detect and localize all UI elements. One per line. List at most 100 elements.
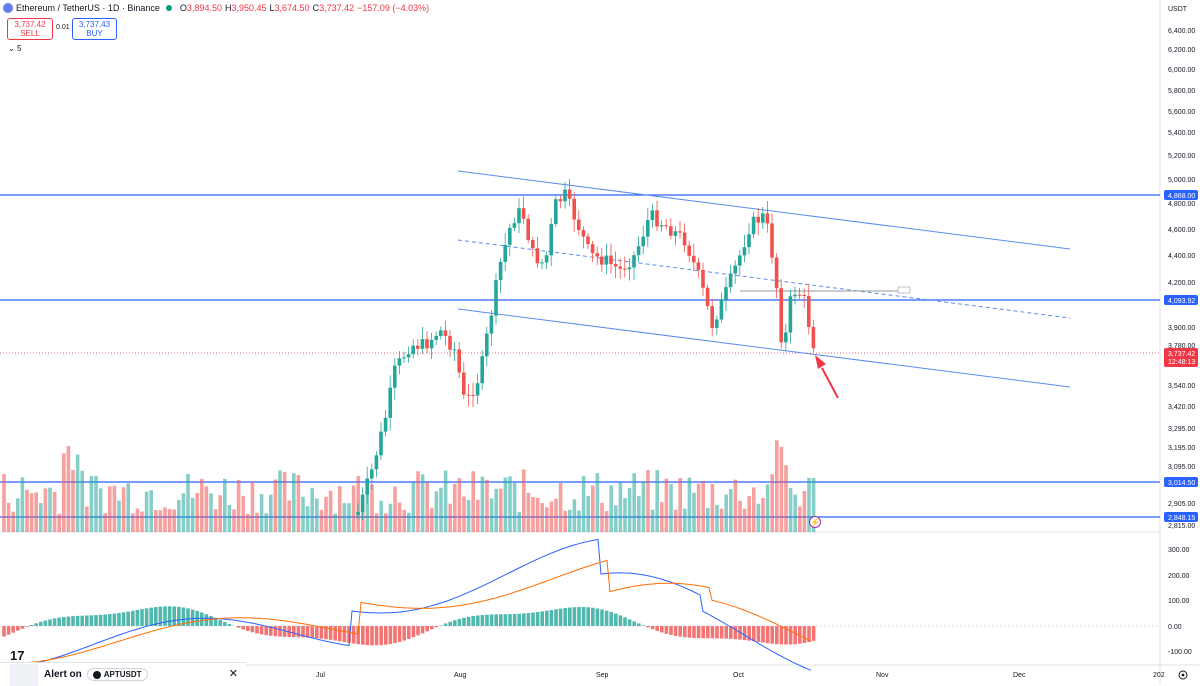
candle[interactable]	[411, 339, 415, 358]
candle[interactable]	[600, 248, 604, 272]
candle[interactable]	[421, 327, 425, 354]
candle[interactable]	[375, 452, 379, 478]
candle[interactable]	[798, 288, 802, 299]
candle[interactable]	[591, 241, 595, 262]
candle[interactable]	[425, 331, 429, 353]
time-axis[interactable]: Jul Aug Sep Oct Nov Dec 202	[316, 672, 1165, 679]
candle[interactable]	[444, 321, 448, 346]
candle[interactable]	[563, 182, 567, 209]
candle[interactable]	[766, 201, 770, 232]
candle[interactable]	[664, 219, 668, 229]
candle[interactable]	[660, 221, 664, 232]
candle[interactable]	[480, 350, 484, 390]
candle[interactable]	[398, 351, 402, 374]
candle[interactable]	[793, 286, 797, 304]
candle[interactable]	[779, 279, 783, 349]
candle[interactable]	[752, 212, 756, 239]
candle[interactable]	[407, 347, 411, 363]
candle[interactable]	[687, 241, 691, 263]
candle[interactable]	[517, 198, 521, 233]
candle[interactable]	[614, 251, 618, 278]
candle[interactable]	[549, 218, 553, 266]
candle[interactable]	[508, 224, 512, 256]
candlesticks[interactable]	[356, 179, 815, 520]
candle[interactable]	[393, 358, 397, 400]
candle[interactable]	[554, 194, 558, 227]
candle[interactable]	[655, 201, 659, 231]
candle[interactable]	[692, 244, 696, 271]
candle[interactable]	[586, 233, 590, 249]
candle[interactable]	[476, 374, 480, 404]
candle[interactable]	[697, 258, 701, 278]
candle[interactable]	[756, 208, 760, 235]
candle[interactable]	[462, 362, 466, 399]
candle[interactable]	[812, 320, 816, 353]
candle[interactable]	[646, 208, 650, 247]
buy-button[interactable]: 3,737.43 BUY	[72, 18, 117, 40]
candle[interactable]	[733, 260, 737, 283]
candle[interactable]	[572, 192, 576, 232]
candle[interactable]	[439, 326, 443, 339]
candle[interactable]	[485, 327, 489, 366]
candle[interactable]	[669, 218, 673, 239]
candle[interactable]	[789, 289, 793, 343]
candle[interactable]	[775, 253, 779, 298]
candle[interactable]	[674, 226, 678, 245]
candle[interactable]	[503, 233, 507, 271]
candle[interactable]	[494, 274, 498, 325]
candle[interactable]	[724, 277, 728, 311]
candle[interactable]	[545, 252, 549, 269]
candle[interactable]	[720, 293, 724, 323]
candle[interactable]	[701, 263, 705, 296]
candle[interactable]	[536, 237, 540, 268]
candle[interactable]	[743, 235, 747, 263]
candle[interactable]	[784, 324, 788, 351]
candle[interactable]	[706, 284, 710, 309]
candle[interactable]	[715, 315, 719, 334]
candle[interactable]	[747, 223, 751, 254]
candle[interactable]	[522, 196, 526, 224]
close-icon[interactable]: ✕	[229, 667, 238, 680]
candle[interactable]	[678, 221, 682, 239]
candle[interactable]	[632, 251, 636, 280]
candle[interactable]	[379, 422, 383, 460]
candle[interactable]	[434, 332, 438, 346]
alert-toast[interactable]: Alert on APTUSDT ✕	[0, 662, 246, 686]
candle[interactable]	[710, 299, 714, 337]
candle[interactable]	[618, 259, 622, 279]
candle[interactable]	[430, 333, 434, 359]
price-axis[interactable]: USDT 6,400.00 6,200.00 6,000.00 5,800.00…	[1164, 6, 1198, 530]
candle[interactable]	[531, 237, 535, 257]
candle[interactable]	[513, 218, 517, 232]
alert-symbol-chip[interactable]: APTUSDT	[87, 668, 148, 681]
settings-icon[interactable]	[1179, 671, 1187, 679]
symbol-title[interactable]: Ethereum / TetherUS · 1D · Binance	[16, 3, 160, 13]
candle[interactable]	[641, 226, 645, 254]
candle[interactable]	[623, 256, 627, 277]
candle[interactable]	[490, 310, 494, 346]
candle[interactable]	[582, 226, 586, 248]
candle[interactable]	[637, 237, 641, 262]
candle[interactable]	[453, 342, 457, 361]
candle[interactable]	[729, 265, 733, 293]
candle[interactable]	[471, 383, 475, 407]
candle[interactable]	[540, 259, 544, 269]
channel-lower-line[interactable]	[458, 309, 1070, 387]
candle[interactable]	[526, 214, 530, 243]
candle[interactable]	[683, 224, 687, 253]
sell-button[interactable]: 3,737.42 SELL	[7, 18, 53, 40]
macd-pane[interactable]	[2, 540, 815, 671]
candle[interactable]	[448, 330, 452, 357]
candle[interactable]	[568, 179, 572, 206]
candle[interactable]	[609, 244, 613, 274]
candle[interactable]	[651, 204, 655, 228]
candle[interactable]	[388, 375, 392, 430]
candle[interactable]	[457, 342, 461, 378]
tradingview-logo[interactable]: 17	[10, 648, 24, 663]
candle[interactable]	[499, 258, 503, 293]
candle[interactable]	[770, 213, 774, 263]
red-arrow-annotation[interactable]	[815, 355, 838, 398]
candle[interactable]	[467, 384, 471, 407]
